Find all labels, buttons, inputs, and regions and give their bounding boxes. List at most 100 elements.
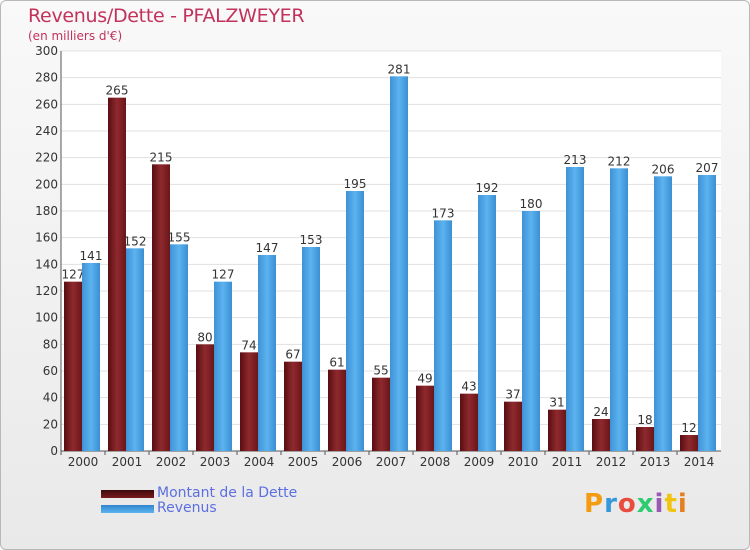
bar-revenus (82, 263, 100, 451)
chart-subtitle: (en milliers d'€) (28, 29, 123, 43)
chart-title: Revenus/Dette - PFALZWEYER (28, 5, 305, 27)
x-tick-label: 2008 (420, 455, 451, 469)
bar-revenus (478, 195, 496, 451)
bar-revenus (346, 191, 364, 451)
bar-dette (64, 281, 82, 451)
x-tick-label: 2010 (508, 455, 539, 469)
x-tick-label: 2011 (552, 455, 583, 469)
bar-revenus (654, 176, 672, 452)
y-tick-label: 40 (43, 391, 58, 405)
logo-letter: r (604, 489, 618, 519)
bar-dette (460, 393, 478, 451)
y-tick-label: 60 (43, 364, 58, 378)
y-tick-label: 20 (43, 417, 58, 431)
data-label-dette: 55 (373, 364, 388, 378)
logo-letter: t (664, 489, 678, 519)
bar-revenus (610, 168, 628, 452)
y-tick-label: 180 (35, 204, 58, 218)
data-label-dette: 31 (549, 396, 564, 410)
logo-letter: o (617, 489, 637, 519)
data-label-dette: 43 (461, 380, 476, 394)
data-label-revenus: 192 (476, 181, 499, 195)
y-tick-label: 160 (35, 231, 58, 245)
x-tick-label: 2009 (464, 455, 495, 469)
bar-revenus (698, 175, 716, 451)
y-tick-label: 120 (35, 284, 58, 298)
data-label-dette: 80 (197, 330, 212, 344)
proxiti-logo: Proxiti (584, 489, 688, 519)
x-tick-label: 2006 (332, 455, 363, 469)
data-label-revenus: 147 (256, 241, 279, 255)
data-label-dette: 24 (593, 405, 608, 419)
bar-dette (284, 361, 302, 451)
bar-dette (196, 344, 214, 451)
data-label-revenus: 153 (300, 233, 323, 247)
bar-dette (680, 435, 698, 451)
data-label-dette: 74 (241, 338, 256, 352)
y-tick-label: 240 (35, 124, 58, 138)
y-tick-label: 260 (35, 97, 58, 111)
data-label-revenus: 212 (608, 154, 631, 168)
bar-revenus (566, 167, 584, 451)
x-tick-label: 2002 (156, 455, 187, 469)
legend-swatch-revenus (101, 505, 154, 513)
bar-dette (152, 164, 170, 452)
legend-swatch-dette (101, 490, 154, 498)
x-tick-label: 2014 (684, 455, 715, 469)
logo-letter: i (654, 489, 665, 519)
bar-dette (328, 369, 346, 451)
y-tick-label: 80 (43, 337, 58, 351)
bar-dette (240, 352, 258, 451)
y-tick-label: 200 (35, 177, 58, 191)
data-label-dette: 49 (417, 372, 432, 386)
logo-letter: x (636, 489, 655, 519)
data-label-dette: 37 (505, 388, 520, 402)
logo-letter: i (677, 489, 688, 519)
bar-revenus (170, 244, 188, 451)
bar-dette (636, 427, 654, 451)
x-tick-label: 2012 (596, 455, 627, 469)
x-tick-label: 2013 (640, 455, 671, 469)
x-tick-label: 2007 (376, 455, 407, 469)
y-tick-label: 220 (35, 151, 58, 165)
data-label-revenus: 173 (432, 206, 455, 220)
data-label-revenus: 206 (652, 162, 675, 176)
data-label-revenus: 195 (344, 177, 367, 191)
legend-label-revenus: Revenus (157, 500, 217, 516)
x-tick-label: 2003 (200, 455, 231, 469)
bar-revenus (390, 76, 408, 451)
bar-revenus (126, 248, 144, 451)
bar-revenus (258, 255, 276, 451)
data-label-dette: 265 (106, 84, 129, 98)
logo-letter: P (584, 489, 605, 519)
data-label-dette: 61 (329, 356, 344, 370)
x-tick-label: 2000 (68, 455, 99, 469)
bar-dette (504, 401, 522, 451)
bar-dette (416, 385, 434, 451)
data-label-dette: 67 (285, 348, 300, 362)
x-tick-label: 2004 (244, 455, 275, 469)
y-tick-label: 0 (50, 444, 58, 458)
data-label-revenus: 180 (520, 197, 543, 211)
bar-dette (548, 409, 566, 451)
data-label-dette: 12 (681, 421, 696, 435)
x-tick-label: 2005 (288, 455, 319, 469)
data-label-revenus: 213 (564, 153, 587, 167)
data-label-revenus: 155 (168, 230, 191, 244)
data-label-dette: 127 (62, 268, 85, 282)
data-label-dette: 18 (637, 413, 652, 427)
bar-dette (372, 377, 390, 451)
y-tick-label: 300 (35, 44, 58, 58)
bar-revenus (214, 281, 232, 451)
data-label-revenus: 141 (80, 249, 103, 263)
y-tick-label: 140 (35, 257, 58, 271)
bar-dette (592, 419, 610, 451)
legend-label-dette: Montant de la Dette (157, 485, 298, 501)
data-label-revenus: 281 (388, 62, 411, 76)
data-label-revenus: 127 (212, 268, 235, 282)
y-tick-label: 280 (35, 71, 58, 85)
bar-revenus (522, 211, 540, 451)
y-tick-label: 100 (35, 311, 58, 325)
